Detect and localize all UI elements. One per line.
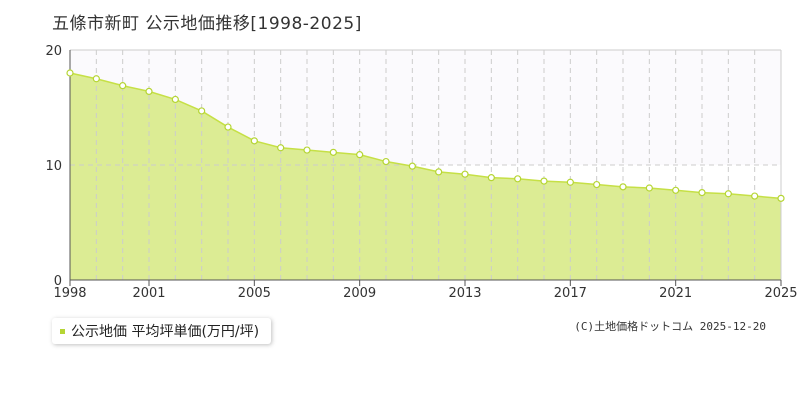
y-tick-label: 0 — [54, 274, 62, 289]
y-tick-label: 10 — [45, 159, 62, 174]
data-point — [119, 82, 127, 90]
data-point — [171, 95, 179, 104]
data-point — [382, 157, 390, 166]
data-point — [540, 177, 548, 185]
series-line — [69, 72, 782, 200]
data-point — [329, 148, 337, 156]
legend-marker-icon — [60, 328, 65, 334]
data-point — [751, 192, 759, 200]
data-point — [645, 184, 653, 192]
data-point — [435, 168, 443, 176]
tick-labels-layer: 0 10 20 1998 2001 2005 2009 2013 2017 2021 2025 — [45, 44, 797, 301]
data-point — [593, 180, 601, 189]
axes-layer — [69, 50, 782, 286]
data-point — [198, 107, 206, 115]
data-point — [698, 189, 706, 197]
legend-label: 公示地価 平均坪単価(万円/坪) — [71, 324, 260, 340]
chart-title: 五條市新町 公示地価推移[1998-2025] — [52, 14, 362, 34]
data-point — [145, 87, 153, 96]
x-tick-label: 2013 — [448, 286, 481, 301]
x-tick-label: 1998 — [53, 286, 86, 301]
data-point — [66, 69, 74, 77]
data-point — [461, 170, 469, 178]
data-point — [619, 183, 627, 191]
area-fill — [70, 73, 781, 280]
data-point — [92, 75, 100, 83]
data-point — [566, 178, 574, 186]
y-tick-label: 20 — [45, 44, 62, 59]
data-point — [724, 190, 732, 198]
data-point — [356, 151, 364, 159]
data-point — [250, 137, 258, 145]
series-line-layer — [69, 72, 782, 200]
data-points-layer — [66, 69, 785, 202]
data-point — [303, 146, 311, 154]
x-tick-label: 2017 — [554, 286, 587, 301]
legend: 公示地価 平均坪単価(万円/坪) — [52, 318, 272, 344]
data-point — [224, 123, 232, 131]
x-tick-label: 2025 — [764, 286, 797, 301]
x-tick-label: 2009 — [343, 286, 376, 301]
data-point — [487, 174, 495, 182]
data-point — [672, 186, 680, 194]
data-point — [777, 194, 785, 202]
area-fill-layer — [70, 73, 781, 280]
data-point — [408, 162, 416, 170]
data-point — [514, 175, 522, 183]
gridline-layer — [70, 49, 782, 280]
x-tick-label: 2021 — [659, 286, 692, 301]
credit-text: (C)土地価格ドットコム 2025-12-20 — [574, 320, 766, 333]
x-tick-label: 2005 — [238, 286, 271, 301]
data-point — [277, 144, 285, 152]
x-tick-label: 2001 — [132, 286, 165, 301]
